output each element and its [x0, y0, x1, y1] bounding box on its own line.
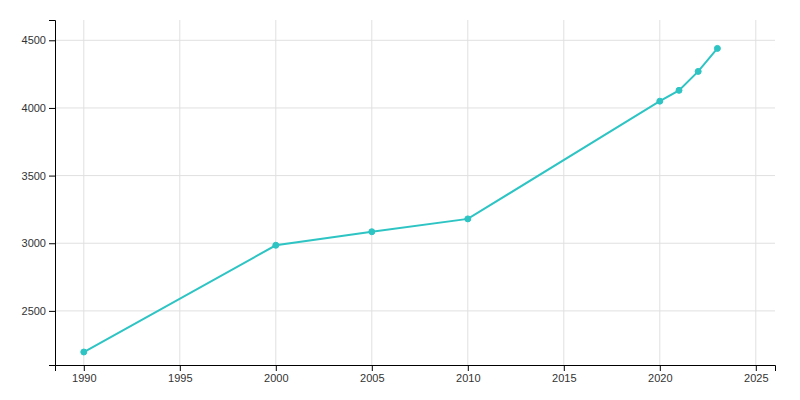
tick-mark: [49, 40, 55, 41]
tick: 3000: [22, 237, 55, 249]
tick-label: 2500: [22, 305, 46, 317]
marks: [81, 45, 721, 355]
point: [369, 229, 375, 235]
grid-line: [55, 175, 775, 176]
tick-mark: [564, 365, 565, 371]
tick-mark: [660, 365, 661, 371]
tick: 2020: [648, 365, 672, 384]
grid-line: [55, 107, 775, 108]
tick: 2005: [360, 365, 384, 384]
tick: 2000: [264, 365, 288, 384]
x-axis: 1990 1995 2000 2005 2010 2015 2020 2025: [56, 365, 776, 384]
tick: 2500: [22, 305, 55, 317]
tick: 1995: [168, 365, 192, 384]
tick-mark: [49, 311, 55, 312]
grid-line: [467, 20, 468, 365]
axis-line: [56, 366, 776, 372]
point: [695, 68, 701, 74]
tick-label: 2005: [360, 372, 384, 384]
tick-mark: [372, 365, 373, 371]
tick-label: 2020: [648, 372, 672, 384]
tick: 2015: [552, 365, 576, 384]
point: [273, 242, 279, 248]
tick-mark: [756, 365, 757, 371]
point: [676, 87, 682, 93]
grid-line: [371, 20, 372, 365]
tick-label: 4500: [22, 34, 46, 46]
tick: 3500: [22, 170, 55, 182]
grid-line: [179, 20, 180, 365]
tick-mark: [49, 108, 55, 109]
tick: 2025: [744, 365, 768, 384]
line: [84, 48, 718, 352]
plot-area: 1990 1995 2000 2005 2010 2015 2020 2025 2500 3000…: [22, 20, 776, 384]
chart: 1990 1995 2000 2005 2010 2015 2020 2025 2500 3000…: [0, 0, 800, 400]
grid-line: [563, 20, 564, 365]
grid-line: [755, 20, 756, 365]
y-axis: 2500 3000 3500 4000 4500: [22, 21, 56, 366]
tick-mark: [468, 365, 469, 371]
tick: 2010: [456, 365, 480, 384]
tick-label: 2000: [264, 372, 288, 384]
point: [81, 349, 87, 355]
tick-label: 2025: [744, 372, 768, 384]
tick-mark: [49, 243, 55, 244]
tick: 1990: [72, 365, 96, 384]
axis-line: [49, 21, 56, 366]
tick-label: 3500: [22, 170, 46, 182]
tick-label: 1990: [72, 372, 96, 384]
tick-label: 1995: [168, 372, 192, 384]
point: [714, 45, 720, 51]
point: [465, 216, 471, 222]
grid: [55, 20, 775, 365]
tick-mark: [180, 365, 181, 371]
tick-label: 2010: [456, 372, 480, 384]
point: [657, 98, 663, 104]
tick-mark: [276, 365, 277, 371]
tick-label: 4000: [22, 102, 46, 114]
grid-line: [83, 20, 84, 365]
tick-mark: [49, 176, 55, 177]
grid-line: [55, 310, 775, 311]
grid-line: [55, 40, 775, 41]
tick-label: 3000: [22, 237, 46, 249]
grid-line: [275, 20, 276, 365]
tick-mark: [84, 365, 85, 371]
grid-line: [55, 243, 775, 244]
grid-line: [659, 20, 660, 365]
tick: 4000: [22, 102, 55, 114]
tick: 4500: [22, 34, 55, 46]
tick-label: 2015: [552, 372, 576, 384]
